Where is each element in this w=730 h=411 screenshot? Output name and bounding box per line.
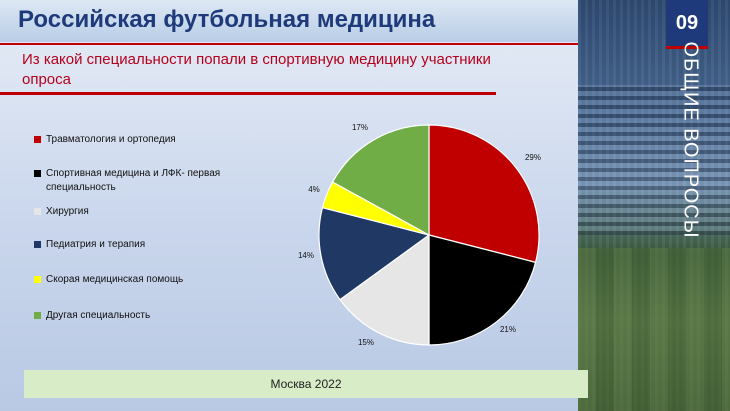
legend-swatch <box>34 208 41 215</box>
stadium-background-image <box>578 0 730 411</box>
data-label: 4% <box>308 185 320 194</box>
title-bar: Российская футбольная медицина <box>0 0 578 42</box>
data-label: 17% <box>352 123 368 132</box>
legend-label: Травматология и ортопедия <box>46 134 176 145</box>
legend-label: Другая специальность <box>46 310 151 321</box>
data-label: 29% <box>525 153 541 162</box>
data-label: 15% <box>358 338 374 347</box>
title-underline <box>0 43 578 45</box>
legend-swatch <box>34 312 41 319</box>
stadium-grass <box>578 248 730 411</box>
pie-chart: 29% 21% 15% 14% 4% 17% <box>298 123 541 347</box>
footer-bar: Москва 2022 <box>24 370 588 398</box>
pie-slice <box>428 234 537 346</box>
pie-slice <box>339 233 430 346</box>
pie-slice <box>331 124 430 237</box>
legend-swatch <box>34 241 41 248</box>
legend-label: Хирургия <box>46 206 89 217</box>
stadium-stands <box>578 85 730 235</box>
footer-text: Москва 2022 <box>270 377 342 391</box>
data-label: 14% <box>298 251 314 260</box>
legend-swatch <box>34 136 41 143</box>
pie-slice <box>428 124 540 264</box>
data-label: 21% <box>500 325 516 334</box>
slide-number: 09 <box>675 12 699 34</box>
slide-number-badge: 09 <box>666 0 708 49</box>
slide-subtitle: Из какой специальности попали в спортивн… <box>22 51 491 88</box>
pie-slice <box>318 206 431 301</box>
subtitle-underline <box>0 92 496 95</box>
legend-label: Скорая медицинская помощь <box>46 274 184 285</box>
section-title: ОБЩИЕ ВОПРОСЫ <box>679 41 702 239</box>
legend-label: Спортивная медицина и ЛФК- первая специа… <box>46 168 221 193</box>
legend-swatch <box>34 276 41 283</box>
slide-title: Российская футбольная медицина <box>18 6 436 33</box>
legend-swatch <box>34 170 41 177</box>
legend-label: Педиатрия и терапия <box>46 239 146 250</box>
